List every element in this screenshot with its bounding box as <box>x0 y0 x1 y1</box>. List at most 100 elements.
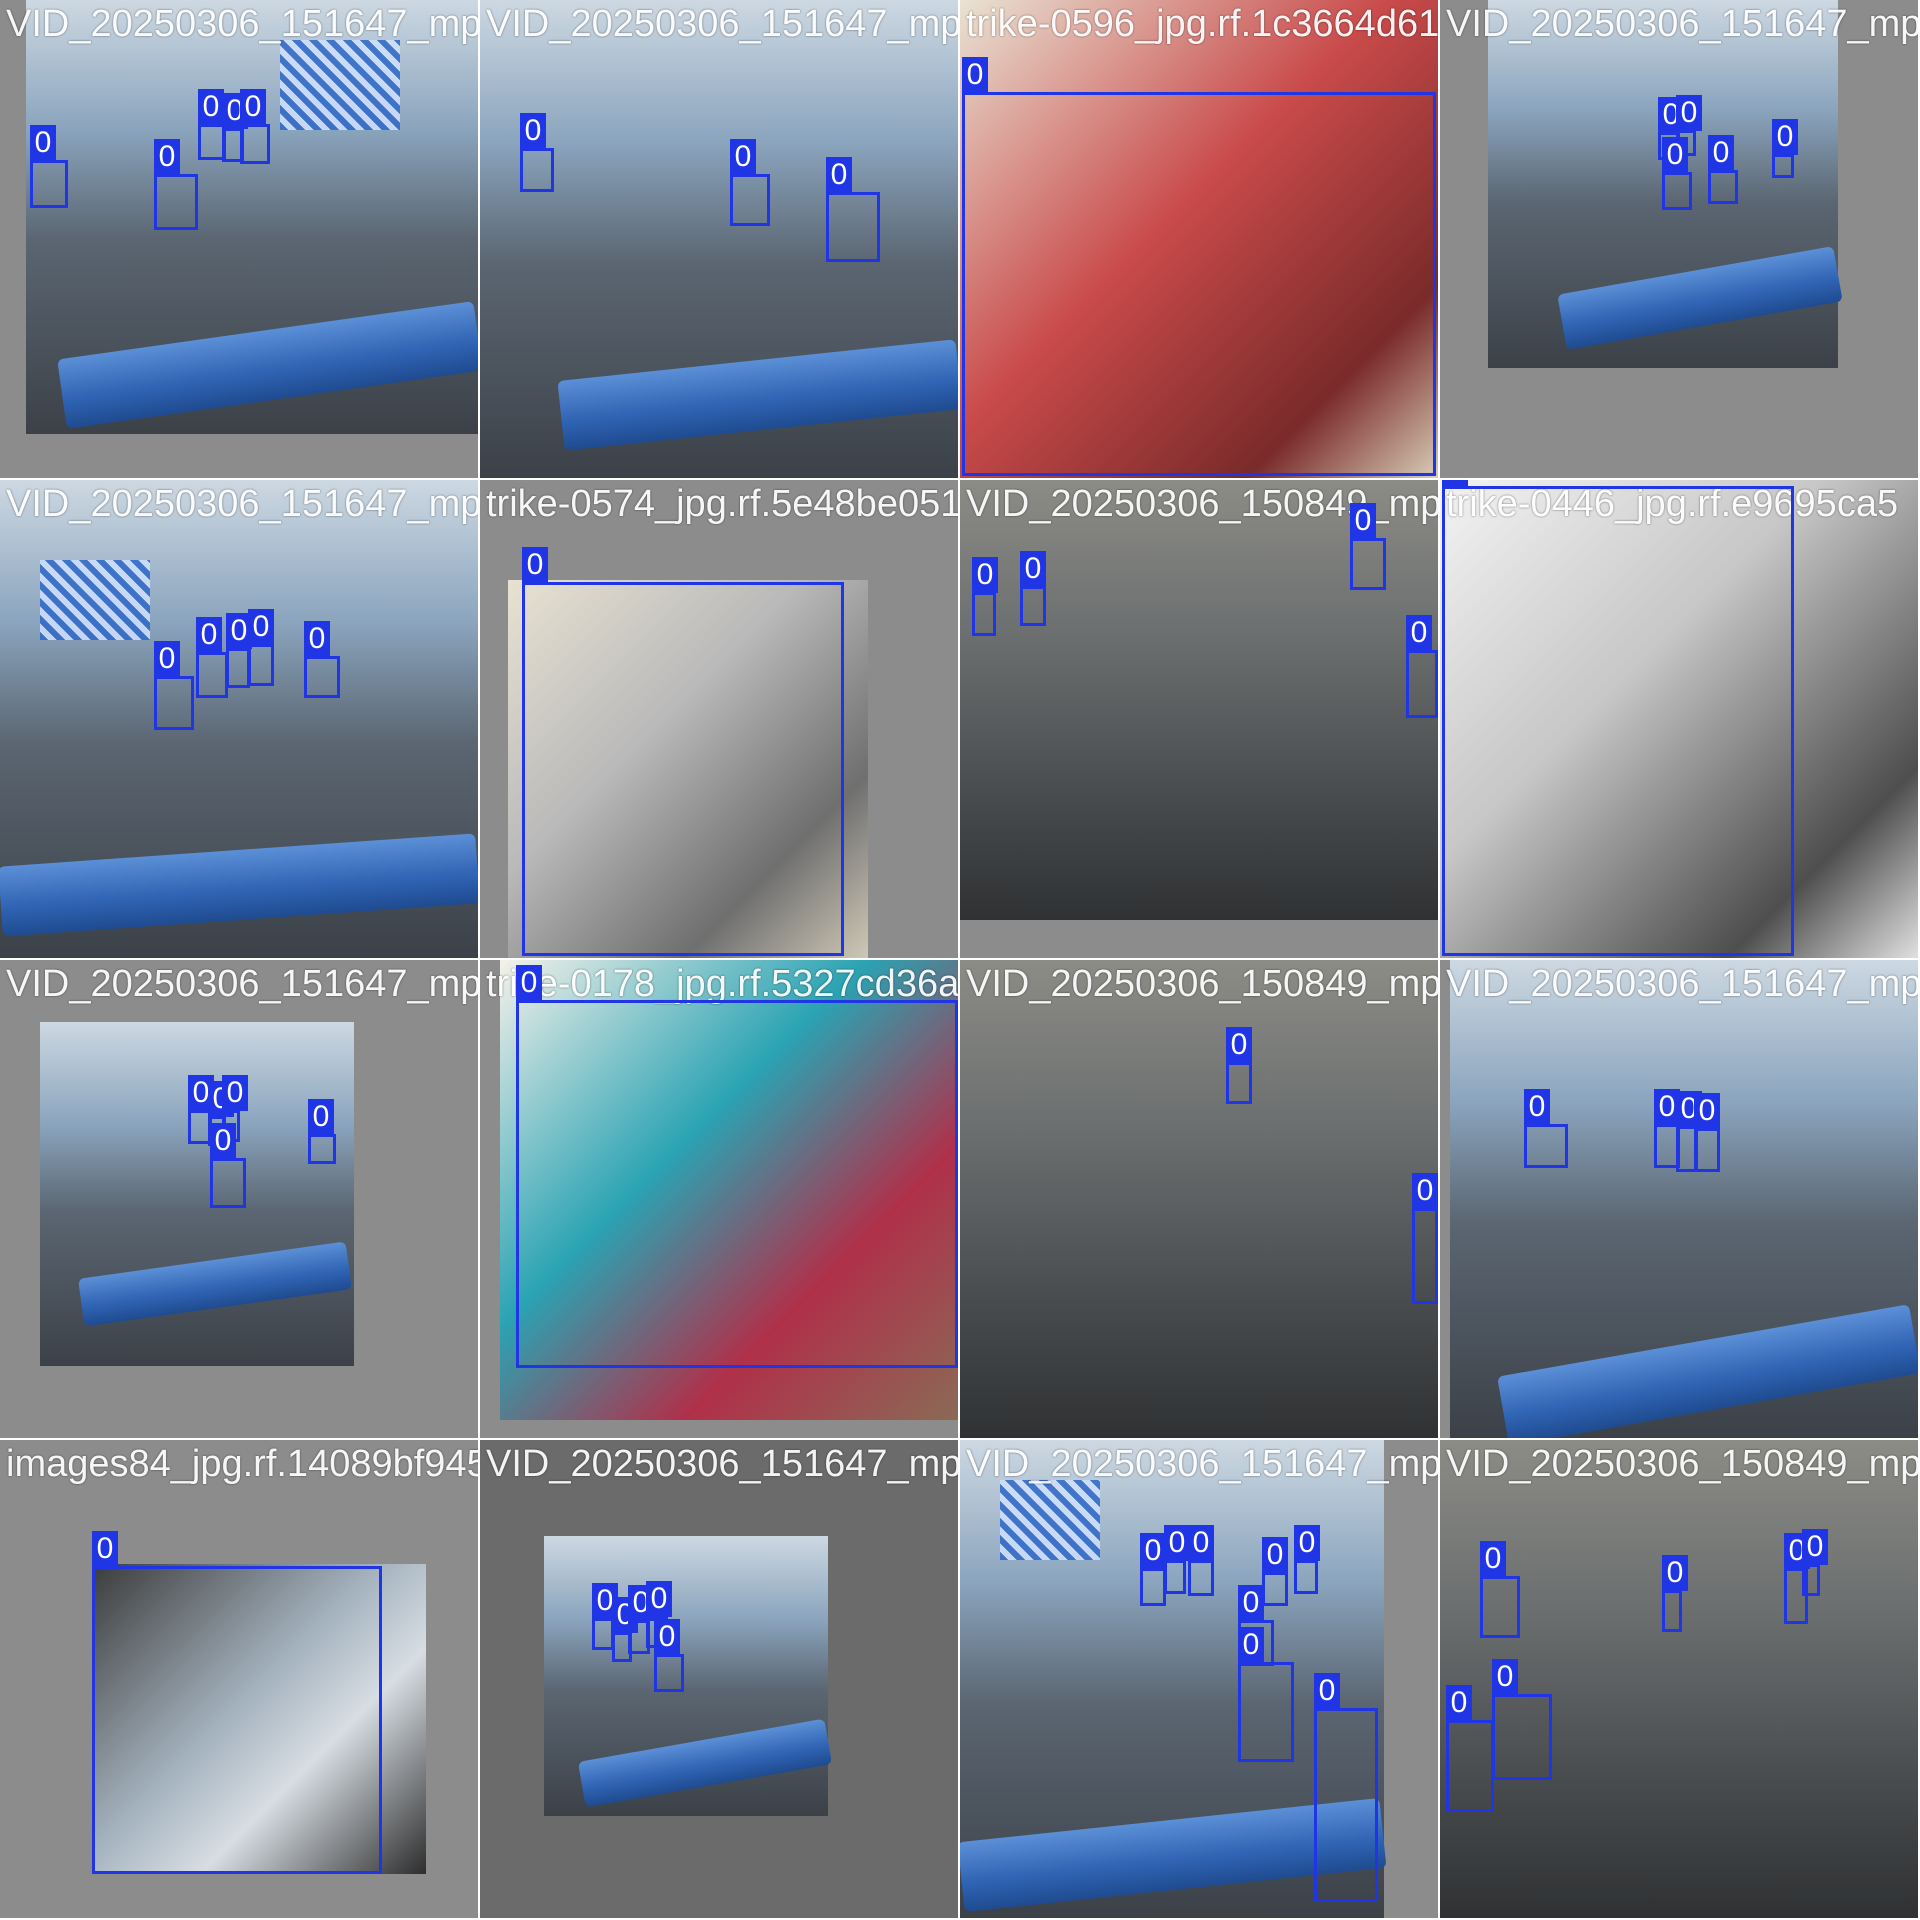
class-label: 0 <box>654 1619 680 1655</box>
class-label: 0 <box>516 965 542 1001</box>
detection-box: 0 <box>1772 119 1798 178</box>
mosaic-tile-1: VID_20250306_151647_mp4-0 0 0 0 0 0 <box>0 0 478 478</box>
detection-box: 0 <box>654 1619 684 1692</box>
detection-box: 0 <box>1238 1627 1294 1762</box>
overpass-stairs <box>40 560 150 640</box>
detection-box: 0 <box>522 547 844 956</box>
class-label: 0 <box>1238 1627 1264 1663</box>
class-label: 0 <box>1140 1533 1166 1569</box>
detection-box: 0 <box>1524 1089 1568 1168</box>
detection-box: 0 <box>1802 1529 1828 1596</box>
class-label: 0 <box>1662 137 1688 173</box>
class-label: 0 <box>1164 1525 1190 1561</box>
class-label: 0 <box>1524 1089 1550 1125</box>
detection-box: 0 <box>1662 1555 1688 1632</box>
intersection-photo <box>960 960 1438 1438</box>
class-label: 0 <box>154 139 180 175</box>
detection-box: 0 <box>1314 1673 1378 1902</box>
class-label: 0 <box>520 113 546 149</box>
detection-box: 0 <box>1676 95 1702 156</box>
detection-box: 0 <box>592 1583 618 1650</box>
class-label: 0 <box>1188 1525 1214 1561</box>
class-label: 0 <box>730 139 756 175</box>
mosaic-tile-6: trike-0574_jpg.rf.5e48be0515 0 <box>480 480 958 958</box>
class-label: 0 <box>1442 480 1468 487</box>
detection-box: 0 <box>196 617 228 698</box>
detection-box: 0 <box>1694 1093 1720 1172</box>
mosaic-tile-5: VID_20250306_151647_mp4-0 0 0 0 0 0 <box>0 480 478 958</box>
detection-box: 0 <box>1140 1533 1166 1606</box>
detection-box: 0 <box>1350 503 1386 590</box>
detection-box: 0 <box>1164 1525 1190 1594</box>
tile-filename: VID_20250306_151647_mp4-0 <box>486 1443 958 1485</box>
mosaic-tile-12: VID_20250306_151647_mp 0 0 0 0 <box>1440 960 1918 1438</box>
detection-box: 0 <box>308 1099 336 1164</box>
class-label: 0 <box>222 1075 248 1111</box>
tile-filename: images84_jpg.rf.14089bf945af <box>6 1443 478 1485</box>
class-label: 0 <box>1020 551 1046 587</box>
detection-box: 0 <box>1662 137 1692 210</box>
detection-box: 0 <box>210 1123 246 1208</box>
overpass-stairs <box>1000 1480 1100 1560</box>
mosaic-tile-13: images84_jpg.rf.14089bf945af 0 <box>0 1440 478 1918</box>
mosaic-tile-3: trike-0596_jpg.rf.1c3664d6190c 0 <box>960 0 1438 478</box>
class-label: 0 <box>1480 1541 1506 1577</box>
detection-box: 0 <box>826 157 880 262</box>
class-label: 0 <box>304 621 330 657</box>
detection-box: 0 <box>1654 1089 1680 1168</box>
detection-box: 0 <box>248 609 274 686</box>
detection-box: 0 <box>154 139 198 230</box>
detection-box: 0 <box>1442 480 1794 956</box>
class-label: 0 <box>1708 135 1734 171</box>
tile-filename: trike-0574_jpg.rf.5e48be0515 <box>486 483 958 525</box>
detection-box: 0 <box>1262 1537 1288 1606</box>
class-label: 0 <box>1314 1673 1340 1709</box>
class-label: 0 <box>972 557 998 593</box>
class-label: 0 <box>962 57 988 93</box>
overpass-stairs <box>280 40 400 130</box>
intersection-photo <box>1440 1440 1918 1918</box>
detection-box: 0 <box>1784 1533 1810 1624</box>
class-label: 0 <box>1350 503 1376 539</box>
class-label: 0 <box>210 1123 236 1159</box>
class-label: 0 <box>198 89 224 125</box>
class-label: 0 <box>1772 119 1798 155</box>
mosaic-tile-8: trike-0446_jpg.rf.e9695ca5 0 <box>1440 480 1918 958</box>
mosaic-tile-4: VID_20250306_151647_mp 0 0 0 0 0 <box>1440 0 1918 478</box>
detection-box: 0 <box>520 113 554 192</box>
mosaic-tile-9: VID_20250306_151647_mp4-0 0 0 0 0 0 <box>0 960 478 1438</box>
class-label: 0 <box>1802 1529 1828 1565</box>
class-label: 0 <box>1406 615 1432 651</box>
class-label: 0 <box>308 1099 334 1135</box>
detection-box: 0 <box>962 57 1436 476</box>
mosaic-tile-14: VID_20250306_151647_mp4-0 0 0 0 0 0 <box>480 1440 958 1918</box>
class-label: 0 <box>30 125 56 161</box>
tile-filename: VID_20250306_151647_mp4-0 <box>6 963 478 1005</box>
class-label: 0 <box>92 1531 118 1567</box>
class-label: 0 <box>1446 1685 1472 1721</box>
class-label: 0 <box>1412 1173 1438 1209</box>
mosaic-tile-10: trike-0178_jpg.rf.5327cd36a483 0 <box>480 960 958 1438</box>
class-label: 0 <box>522 547 548 583</box>
class-label: 0 <box>1662 1555 1688 1591</box>
detection-box: 0 <box>154 641 194 730</box>
class-label: 0 <box>1694 1093 1720 1129</box>
class-label: 0 <box>248 609 274 645</box>
class-label: 0 <box>1294 1525 1320 1561</box>
mosaic-tile-7: VID_20250306_150849_mp4-0 0 0 0 0 <box>960 480 1438 958</box>
trike-closeup-photo <box>960 0 1438 478</box>
detection-box: 0 <box>30 125 68 208</box>
detection-box: 0 <box>1412 1173 1438 1304</box>
detection-box: 0 <box>226 613 252 688</box>
class-label: 0 <box>826 157 852 193</box>
detection-box: 0 <box>1188 1525 1214 1596</box>
class-label: 0 <box>154 641 180 677</box>
detection-box: 0 <box>304 621 340 698</box>
detection-box: 0 <box>240 89 270 164</box>
trike-closeup-photo <box>1440 480 1918 958</box>
detection-box: 0 <box>1406 615 1438 718</box>
trike-closeup-photo <box>92 1564 426 1874</box>
mosaic-tile-2: VID_20250306_151647_mp4-0 0 0 0 <box>480 0 958 478</box>
class-label: 0 <box>240 89 266 125</box>
detection-box: 0 <box>1020 551 1046 626</box>
